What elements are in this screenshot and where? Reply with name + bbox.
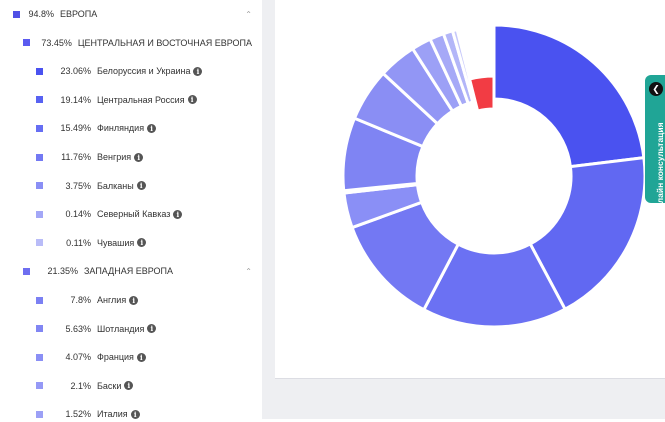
color-swatch: [36, 67, 43, 75]
ancestry-percent: 7.8%: [70, 295, 91, 305]
ancestry-percent: 2.1%: [70, 380, 91, 391]
ancestry-percent: 1.52%: [65, 409, 91, 420]
ancestry-item[interactable]: 19.14% Центральная Россия i: [36, 92, 252, 108]
gutter: [262, 0, 275, 419]
color-swatch: [36, 296, 43, 304]
ancestry-label: Англия: [97, 295, 127, 305]
info-icon[interactable]: i: [147, 324, 157, 334]
ancestry-label: ЗАПАДНАЯ ЕВРОПА: [84, 266, 173, 277]
ancestry-label: Финляндия: [97, 123, 145, 134]
ancestry-label: Венгрия: [97, 152, 132, 162]
ancestry-percent: 11.76%: [61, 152, 91, 162]
info-icon[interactable]: i: [136, 352, 146, 362]
ancestry-item[interactable]: 0.11% Чувашия i: [36, 235, 252, 251]
color-swatch: [36, 325, 43, 333]
chevron-up-icon[interactable]: ⌃: [245, 9, 252, 19]
ancestry-label: Чувашия: [97, 237, 135, 248]
color-swatch: [36, 382, 43, 390]
donut-slice[interactable]: [467, 74, 496, 113]
chevron-up-icon[interactable]: ⌃: [245, 266, 252, 276]
ancestry-label: Италия: [97, 409, 128, 420]
ancestry-label: Центральная Россия: [97, 94, 185, 105]
ancestry-percent: 4.07%: [65, 352, 91, 363]
ancestry-percent: 3.75%: [65, 180, 91, 191]
ancestry-percent: 5.63%: [65, 323, 91, 334]
color-swatch: [36, 210, 43, 218]
ancestry-item[interactable]: 5.63% Шотландия i: [36, 321, 252, 337]
online-consult-label[interactable]: Онлайн консультация: [655, 122, 665, 215]
ancestry-item[interactable]: 11.76% Венгрия i: [36, 149, 252, 165]
info-icon[interactable]: i: [173, 209, 183, 219]
ancestry-label: Балканы: [97, 180, 134, 191]
color-swatch: [36, 153, 43, 161]
ancestry-item[interactable]: 0.14% Северный Кавказ i: [36, 206, 252, 222]
ancestry-label: Шотландия: [97, 323, 145, 334]
info-icon[interactable]: i: [137, 238, 147, 248]
ancestry-percent: 21.35%: [47, 266, 78, 277]
color-swatch: [36, 353, 43, 361]
ancestry-percent: 15.49%: [60, 123, 91, 134]
ancestry-label: ЕВРОПА: [60, 9, 98, 19]
ancestry-item[interactable]: 2.1% Баски i: [36, 378, 252, 394]
chevron-left-icon[interactable]: ❮: [649, 82, 663, 96]
info-icon[interactable]: i: [124, 381, 134, 391]
chevron-up-icon[interactable]: ⌃: [245, 38, 252, 48]
ancestry-label: Белоруссия и Украина: [97, 66, 191, 77]
ancestry-sidebar: 94.8% ЕВРОПА ⌃ 73.45% ЦЕНТРАЛЬНАЯ И ВОСТОЧНА…: [0, 0, 262, 419]
info-icon[interactable]: i: [129, 295, 139, 305]
ancestry-percent: 73.45%: [41, 37, 72, 48]
color-swatch: [36, 182, 43, 190]
color-swatch: [36, 96, 43, 104]
color-swatch: [23, 267, 30, 275]
ancestry-percent: 19.14%: [60, 94, 91, 105]
info-icon[interactable]: i: [193, 66, 203, 76]
ancestry-item[interactable]: 1.52% Италия i: [36, 406, 252, 422]
ancestry-item[interactable]: 23.06% Белоруссия и Украина i: [36, 63, 252, 79]
ancestry-donut-chart: [341, 23, 647, 329]
page-background: [275, 379, 665, 419]
ancestry-item[interactable]: 15.49% Финляндия i: [36, 120, 252, 136]
donut-slice[interactable]: [492, 23, 646, 169]
ancestry-percent: 23.06%: [60, 66, 91, 77]
ancestry-item[interactable]: 3.75% Балканы i: [36, 178, 252, 194]
ancestry-percent: 94.8%: [28, 9, 54, 19]
info-icon[interactable]: i: [147, 123, 157, 133]
info-icon[interactable]: i: [134, 152, 144, 162]
ancestry-group[interactable]: 21.35% ЗАПАДНАЯ ЕВРОПА ⌃: [23, 263, 252, 279]
ancestry-percent: 0.14%: [65, 209, 91, 220]
color-swatch: [36, 239, 43, 247]
ancestry-label: ЦЕНТРАЛЬНАЯ И ВОСТОЧНАЯ ЕВРОПА: [77, 37, 252, 48]
donut-slice[interactable]: [528, 155, 647, 312]
info-icon[interactable]: i: [130, 409, 140, 419]
color-swatch: [13, 10, 20, 18]
online-consult-tab[interactable]: ❮ Онлайн консультация: [645, 75, 665, 215]
color-swatch: [23, 39, 30, 47]
ancestry-percent: 0.11%: [66, 237, 91, 248]
ancestry-group[interactable]: 73.45% ЦЕНТРАЛЬНАЯ И ВОСТОЧНАЯ ЕВРОПА ⌃: [23, 35, 252, 51]
ancestry-item[interactable]: 4.07% Франция i: [36, 349, 252, 365]
ancestry-item[interactable]: 7.8% Англия i: [36, 292, 252, 308]
info-icon[interactable]: i: [187, 95, 197, 105]
ancestry-group[interactable]: 94.8% ЕВРОПА ⌃: [13, 6, 252, 22]
info-icon[interactable]: i: [136, 181, 146, 191]
color-swatch: [36, 410, 43, 418]
ancestry-label: Франция: [97, 352, 134, 363]
ancestry-label: Баски: [97, 380, 122, 391]
color-swatch: [36, 124, 43, 132]
ancestry-label: Северный Кавказ: [97, 209, 171, 220]
